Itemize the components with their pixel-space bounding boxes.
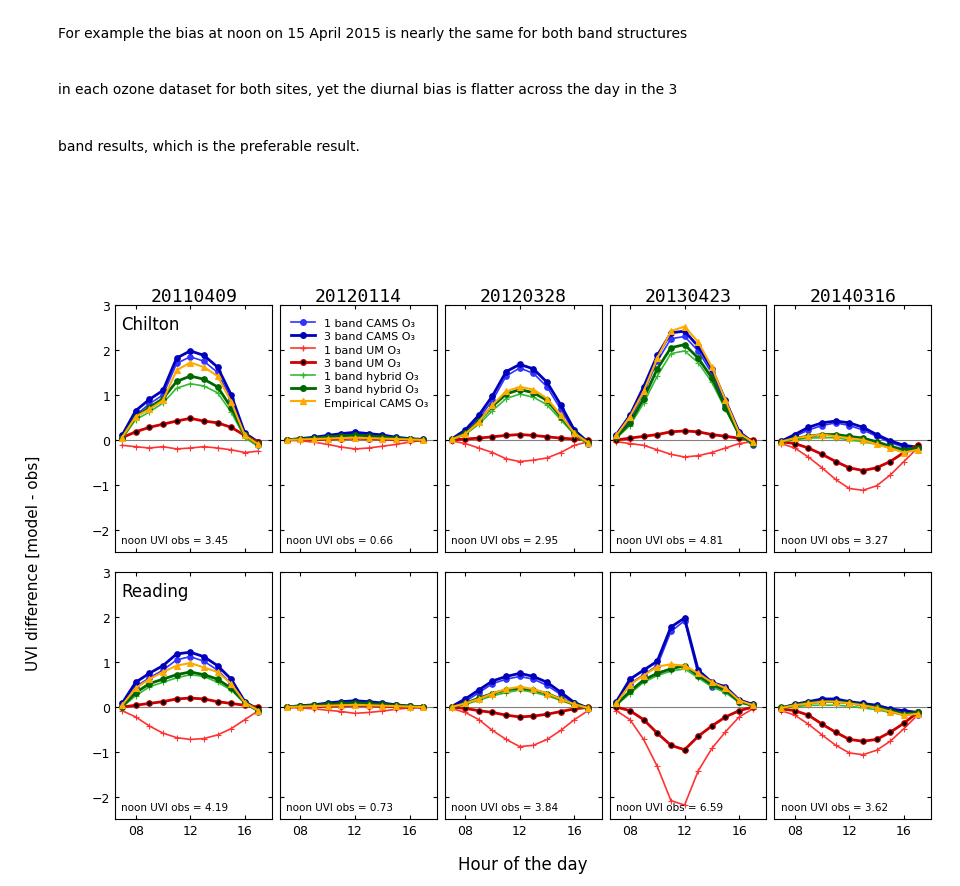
Title: 20110409: 20110409 [150, 288, 237, 306]
Text: in each ozone dataset for both sites, yet the diurnal bias is flatter across the: in each ozone dataset for both sites, ye… [58, 83, 677, 97]
Text: Reading: Reading [122, 582, 189, 601]
Text: noon UVI obs = 0.66: noon UVI obs = 0.66 [286, 535, 394, 545]
Text: noon UVI obs = 6.59: noon UVI obs = 6.59 [615, 802, 723, 812]
Text: noon UVI obs = 3.84: noon UVI obs = 3.84 [451, 802, 558, 812]
Text: noon UVI obs = 4.19: noon UVI obs = 4.19 [122, 802, 228, 812]
Text: Chilton: Chilton [122, 315, 180, 333]
Text: UVI difference [model - obs]: UVI difference [model - obs] [26, 455, 41, 670]
Text: noon UVI obs = 2.95: noon UVI obs = 2.95 [451, 535, 558, 545]
Text: For example the bias at noon on 15 April 2015 is nearly the same for both band s: For example the bias at noon on 15 April… [58, 27, 686, 41]
Text: noon UVI obs = 3.27: noon UVI obs = 3.27 [780, 535, 888, 545]
Text: Hour of the day: Hour of the day [459, 855, 588, 873]
Title: 20130423: 20130423 [644, 288, 732, 306]
Title: 20120114: 20120114 [315, 288, 402, 306]
Text: noon UVI obs = 3.45: noon UVI obs = 3.45 [122, 535, 228, 545]
Legend: 1 band CAMS O₃, 3 band CAMS O₃, 1 band UM O₃, 3 band UM O₃, 1 band hybrid O₃, 3 : 1 band CAMS O₃, 3 band CAMS O₃, 1 band U… [289, 316, 431, 410]
Text: band results, which is the preferable result.: band results, which is the preferable re… [58, 140, 359, 154]
Text: noon UVI obs = 0.73: noon UVI obs = 0.73 [286, 802, 394, 812]
Title: 20120328: 20120328 [480, 288, 566, 306]
Text: noon UVI obs = 3.62: noon UVI obs = 3.62 [780, 802, 888, 812]
Title: 20140316: 20140316 [809, 288, 897, 306]
Text: noon UVI obs = 4.81: noon UVI obs = 4.81 [615, 535, 723, 545]
